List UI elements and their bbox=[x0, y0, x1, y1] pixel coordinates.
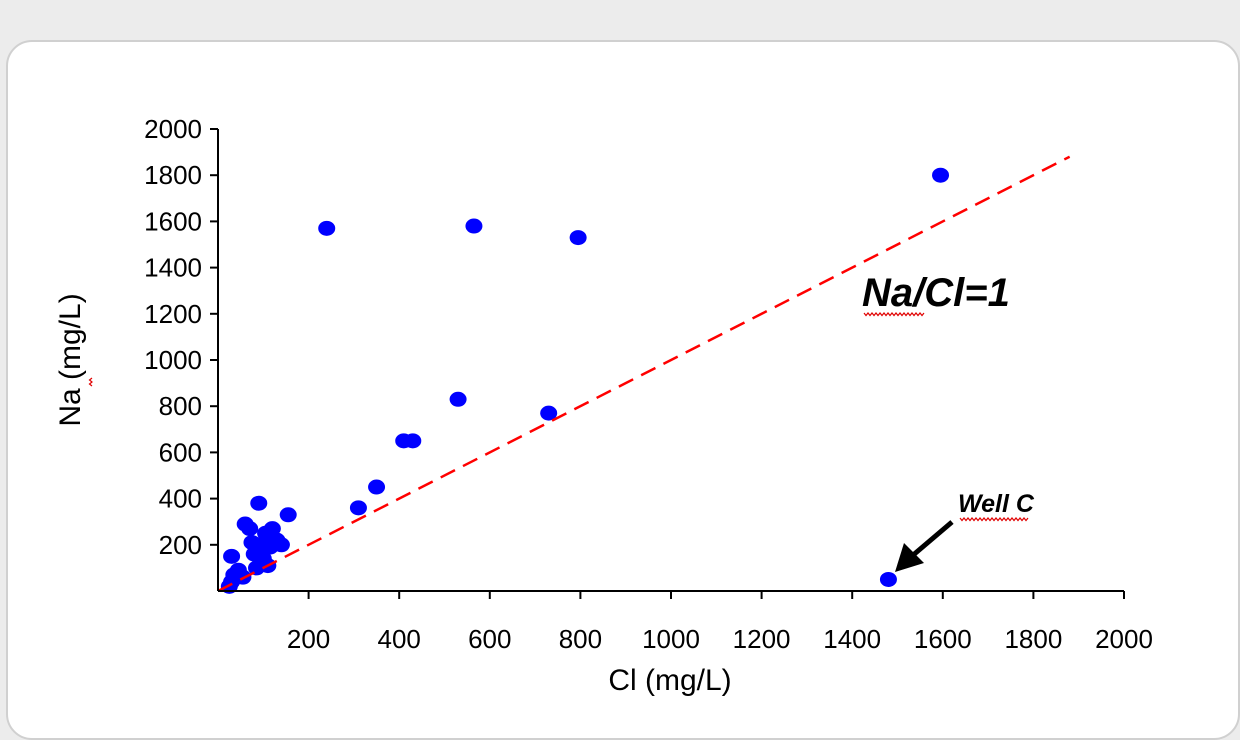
y-tick-label: 2000 bbox=[144, 114, 202, 144]
spellcheck-underline bbox=[863, 312, 925, 317]
y-tick-label: 1000 bbox=[144, 345, 202, 375]
data-point bbox=[449, 391, 467, 407]
data-point bbox=[540, 405, 558, 421]
data-point bbox=[318, 220, 336, 236]
y-tick-label: 400 bbox=[159, 484, 202, 514]
data-point bbox=[932, 167, 950, 183]
spellcheck-underline bbox=[88, 377, 93, 387]
data-point bbox=[404, 433, 422, 449]
x-tick-label: 200 bbox=[287, 624, 330, 654]
y-tick-label: 1400 bbox=[144, 253, 202, 283]
data-point bbox=[368, 479, 386, 495]
chart-card bbox=[6, 40, 1240, 740]
data-point bbox=[250, 495, 268, 511]
tick-labels: 200 400 600 800 1000 1200 1400 1600 1800 2000 200 4… bbox=[144, 114, 1153, 654]
x-tick-label: 800 bbox=[559, 624, 602, 654]
data-point bbox=[349, 500, 367, 516]
y-tick-label: 1600 bbox=[144, 206, 202, 236]
x-tick-label: 1200 bbox=[733, 624, 791, 654]
data-point bbox=[263, 521, 281, 537]
arrow-head bbox=[895, 543, 924, 572]
x-tick-label: 2000 bbox=[1095, 624, 1153, 654]
x-tick-label: 1800 bbox=[1004, 624, 1062, 654]
reference-line bbox=[217, 155, 1071, 593]
arrow-shaft bbox=[910, 520, 954, 558]
data-point bbox=[569, 230, 587, 246]
reference-line-group bbox=[88, 155, 1071, 593]
x-axis-title: Cl (mg/L) bbox=[608, 664, 731, 697]
y-tick-label: 1200 bbox=[144, 299, 202, 329]
data-points bbox=[220, 167, 950, 594]
annotation-ratio-label: Na/Cl=1 bbox=[862, 271, 1010, 315]
well-arrow-icon bbox=[895, 520, 954, 572]
data-point bbox=[279, 507, 297, 523]
spellcheck-underline bbox=[959, 517, 1029, 522]
x-tick-label: 600 bbox=[468, 624, 511, 654]
data-point bbox=[879, 571, 897, 587]
data-point bbox=[465, 218, 483, 234]
x-tick-label: 400 bbox=[378, 624, 421, 654]
data-point bbox=[223, 548, 241, 564]
annotation-well-label: Well C bbox=[958, 490, 1035, 518]
x-tick-label: 1000 bbox=[642, 624, 700, 654]
data-point bbox=[241, 521, 259, 537]
y-tick-label: 800 bbox=[159, 391, 202, 421]
y-axis-title: Na (mg/L) bbox=[54, 293, 87, 426]
x-tick-label: 1400 bbox=[823, 624, 881, 654]
axes bbox=[210, 128, 1125, 599]
y-tick-label: 200 bbox=[159, 530, 202, 560]
x-tick-label: 1600 bbox=[914, 624, 972, 654]
y-tick-label: 600 bbox=[159, 437, 202, 467]
y-tick-label: 1800 bbox=[144, 160, 202, 190]
data-point bbox=[272, 537, 290, 553]
